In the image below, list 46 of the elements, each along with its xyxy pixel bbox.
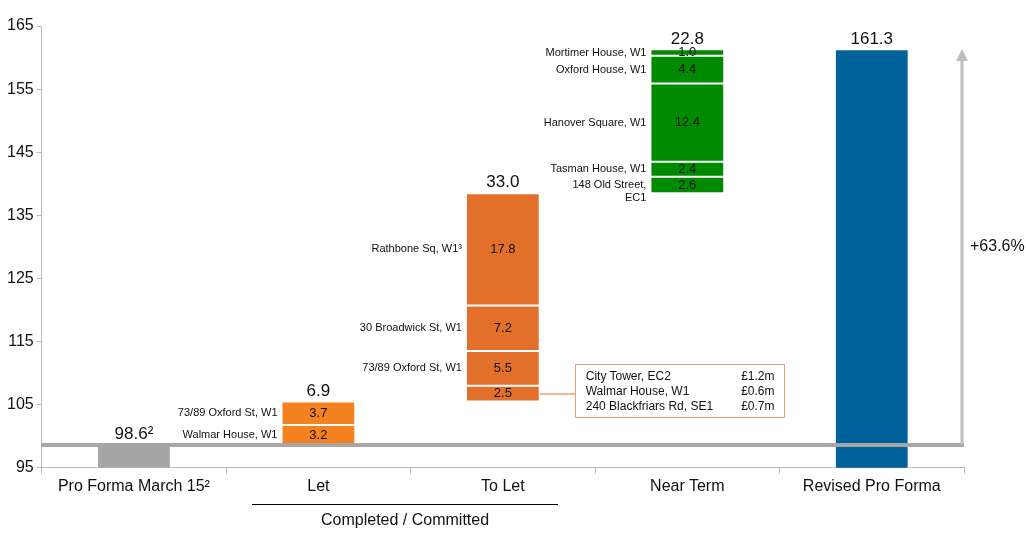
y-tick-label: 165 — [6, 16, 34, 34]
data-label: 2.6 — [678, 176, 697, 192]
annotation: £1.2m — [741, 368, 775, 383]
data-label: 3.7 — [309, 404, 328, 420]
annotation: 30 Broadwick St, W1 — [359, 321, 462, 334]
y-tick-label: 115 — [8, 331, 34, 349]
annotation: Walmar House, W1 — [182, 428, 278, 441]
x-tick-label: Pro Forma March 15² — [57, 476, 211, 494]
annotation: 22.8 — [670, 28, 704, 48]
text: +63.6% — [970, 237, 1025, 256]
data-label: 3.2 — [309, 426, 328, 442]
annotation: Tasman House, W1 — [550, 162, 647, 175]
x-tick-label: To Let — [481, 476, 526, 494]
y-tick-label: 155 — [6, 79, 34, 97]
data-label: 5.5 — [493, 359, 512, 375]
annotation: 73/89 Oxford St, W1 — [362, 361, 462, 374]
data-label: 17.8 — [490, 241, 516, 256]
y-tick-label: 145 — [6, 142, 34, 160]
annotation: 240 Blackfriars Rd, SE1 — [585, 398, 714, 413]
annotation: £0.7m — [741, 398, 775, 413]
x-tick-label: Near Term — [650, 476, 725, 494]
annotation: City Tower, EC2 — [585, 368, 672, 383]
annotation: 33.0 — [486, 172, 520, 192]
y-tick-label: 105 — [6, 395, 34, 413]
data-label: 7.2 — [493, 319, 512, 335]
annotation: 161.3 — [850, 28, 894, 48]
annotation: Rathbone Sq, W1³ — [371, 242, 463, 255]
y-tick-label: 95 — [15, 458, 34, 476]
annotation: Mortimer House, W1 — [545, 45, 647, 58]
annotation: Walmar House, W1 — [585, 383, 691, 398]
annotation: £0.6m — [741, 383, 775, 398]
data-label: 2.4 — [678, 160, 697, 176]
data-label: 12.4 — [674, 114, 700, 130]
data-label: 2.5 — [493, 385, 512, 401]
annotation: 98.6² — [114, 424, 154, 444]
annotation: 148 Old Street, EC1 — [572, 178, 647, 204]
text: Completed / Committed — [251, 503, 559, 529]
annotation: 73/89 Oxford St, W1 — [177, 406, 278, 419]
x-tick-label: Let — [307, 476, 331, 494]
data-label: 4.4 — [678, 61, 697, 77]
annotation: Hanover Square, W1 — [543, 115, 647, 128]
x-tick-label: Revised Pro Forma — [802, 476, 941, 494]
annotation: Oxford House, W1 — [555, 62, 647, 75]
y-tick-label: 125 — [6, 268, 34, 286]
annotation: 6.9 — [306, 380, 331, 400]
y-tick-label: 135 — [6, 205, 34, 223]
